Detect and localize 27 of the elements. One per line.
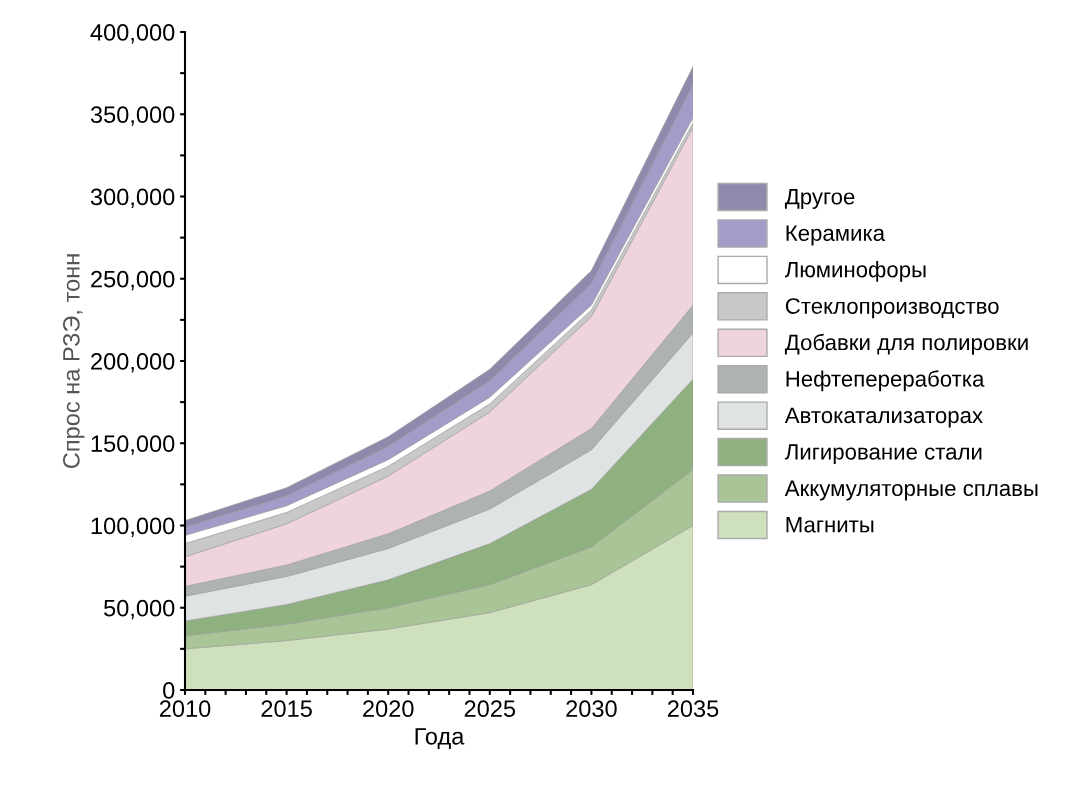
x-tick-label: 2015 xyxy=(261,700,312,718)
legend-label: Магниты xyxy=(786,517,874,533)
y-tick-label: 100,000 xyxy=(91,517,175,538)
y-tick-label: 300,000 xyxy=(90,188,175,209)
legend-label: Добавки для полировки xyxy=(784,333,1028,355)
y-tick-label: 0 xyxy=(163,682,175,699)
y-tick-label: 50,000 xyxy=(104,599,175,620)
legend-label: Другое xyxy=(784,189,855,209)
legend-label: Люминофоры xyxy=(784,261,926,282)
legend-label: Лигирование стали xyxy=(784,444,982,465)
x-tick-label: 2020 xyxy=(363,700,414,718)
legend-label: Стеклопроизводство xyxy=(785,298,999,319)
y-tick-label: 200,000 xyxy=(91,353,175,373)
x-tick-label: 2025 xyxy=(464,700,516,718)
y-tick-label: 150,000 xyxy=(91,435,175,455)
legend-label: Аккумуляторные сплавы xyxy=(784,480,1038,501)
y-tick-label: 350,000 xyxy=(90,106,175,126)
y-tick-label: 400,000 xyxy=(90,24,175,44)
legend-label: Керамика xyxy=(786,225,886,246)
legend-label: Автокатализаторах xyxy=(784,407,983,428)
x-axis-title: Года xyxy=(415,728,465,750)
x-tick-label: 2010 xyxy=(159,700,211,718)
x-tick-label: 2030 xyxy=(566,700,617,718)
y-tick-label: 250,000 xyxy=(91,270,175,291)
x-tick-label: 2035 xyxy=(667,700,719,718)
legend-label: Нефтепереработка xyxy=(786,370,985,392)
y-axis-title: Спрос на РЗЭ, тонн xyxy=(63,254,85,469)
